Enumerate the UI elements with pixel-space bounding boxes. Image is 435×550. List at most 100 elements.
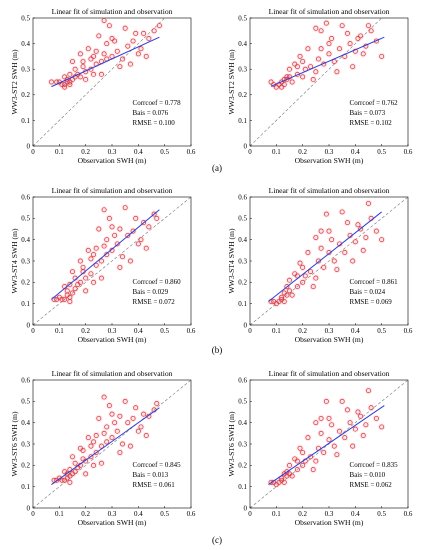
point-halo	[335, 240, 344, 248]
point-halo	[333, 451, 341, 459]
data-point	[344, 30, 350, 36]
point-halo	[76, 278, 84, 286]
data-point	[318, 228, 324, 234]
point-halo	[84, 246, 92, 254]
x-tick-label: 0.3	[325, 510, 334, 518]
data-point	[133, 405, 139, 411]
point-halo	[134, 427, 142, 435]
point-halo	[108, 223, 116, 231]
point-halo	[272, 480, 280, 489]
data-point	[77, 51, 83, 57]
data-point	[91, 252, 97, 258]
scatter-plot-5: 0 0.1 0.2 0.3 0.4 0.5 0.6 0 0.1 0.2 0.3 0.4 0.5 0.6 Li…	[10, 369, 196, 527]
x-tick-label: 0.1	[55, 327, 64, 335]
data-point	[281, 299, 287, 304]
data-point	[109, 36, 115, 41]
point-halo	[304, 45, 312, 53]
data-point	[143, 433, 149, 438]
point-halo	[68, 453, 77, 461]
data-point	[313, 420, 319, 426]
data-point	[379, 237, 385, 243]
point-halo	[325, 40, 333, 48]
data-point	[104, 252, 110, 258]
x-tick-label: 0.6	[404, 327, 413, 335]
point-halo	[79, 57, 87, 66]
point-halo	[325, 50, 333, 58]
x-tick-label: 0.5	[160, 510, 169, 518]
data-point	[91, 71, 97, 77]
point-halo	[150, 406, 158, 414]
x-axis-label: Observation SWH (m)	[78, 335, 147, 344]
x-tick-label: 0.1	[55, 148, 64, 156]
y-tick-label: 0.6	[21, 376, 30, 384]
point-halo	[132, 214, 140, 222]
data-point	[106, 403, 112, 409]
point-halo	[79, 63, 87, 71]
data-point	[284, 469, 290, 475]
point-halo	[296, 444, 304, 452]
data-point	[85, 46, 91, 52]
data-point	[135, 241, 141, 247]
point-halo	[71, 274, 79, 282]
chart-title: Linear fit of simulation and observation	[52, 7, 173, 16]
panel-group-label: (b)	[212, 345, 223, 355]
data-point	[72, 469, 78, 475]
data-point	[120, 441, 125, 447]
data-point	[297, 260, 303, 266]
point-halo	[142, 244, 150, 252]
y-tick-label: 0.1	[238, 300, 247, 308]
chart-title: Linear fit of simulation and observation	[269, 186, 390, 195]
point-halo	[296, 259, 304, 267]
data-point	[287, 277, 292, 283]
data-point	[316, 56, 321, 62]
data-point	[93, 245, 99, 251]
y-tick-label: 0.5	[21, 215, 30, 223]
data-point	[70, 59, 75, 64]
data-point	[70, 454, 75, 460]
data-point	[287, 74, 292, 80]
point-halo	[63, 474, 71, 482]
data-point	[75, 71, 81, 77]
x-tick-label: 0.2	[298, 327, 307, 335]
point-halo	[79, 268, 87, 276]
data-point	[125, 43, 131, 49]
point-halo	[317, 429, 325, 437]
data-point	[368, 28, 374, 34]
data-point	[146, 36, 152, 41]
x-tick-label: 0	[248, 327, 252, 335]
point-halo	[338, 208, 346, 216]
data-point	[366, 388, 371, 394]
point-halo	[325, 248, 333, 257]
data-point	[358, 413, 364, 419]
data-point	[363, 422, 369, 428]
identity-line	[249, 196, 409, 326]
x-tick-label: 0.5	[377, 327, 386, 335]
data-point	[141, 411, 147, 417]
stat-bias: Bais = 0.029	[133, 288, 169, 296]
point-halo	[129, 37, 137, 45]
point-halo	[89, 461, 98, 469]
point-halo	[76, 461, 84, 469]
point-halo	[299, 278, 307, 286]
data-point	[360, 433, 366, 438]
point-halo	[354, 408, 362, 416]
data-point	[339, 209, 345, 215]
point-halo	[299, 461, 307, 469]
y-axis-label: WW3-ST6 SWH (m)	[227, 411, 236, 476]
x-tick-label: 0.6	[404, 148, 413, 156]
data-point	[350, 258, 356, 264]
point-halo	[338, 22, 346, 30]
point-halo	[76, 50, 84, 58]
data-point	[310, 284, 316, 290]
data-point	[337, 46, 342, 52]
data-point	[318, 430, 324, 436]
data-point	[127, 61, 133, 67]
point-halo	[378, 423, 386, 431]
data-point	[373, 228, 379, 234]
data-point	[326, 41, 332, 47]
data-point	[326, 51, 332, 57]
point-halo	[82, 274, 90, 282]
data-point	[104, 41, 110, 47]
point-halo	[92, 431, 100, 440]
